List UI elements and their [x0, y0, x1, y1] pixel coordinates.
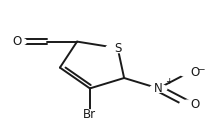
- Ellipse shape: [180, 69, 197, 77]
- Text: O: O: [190, 98, 200, 110]
- Ellipse shape: [106, 44, 129, 53]
- Ellipse shape: [150, 84, 167, 92]
- Ellipse shape: [77, 110, 103, 119]
- Text: Br: Br: [83, 108, 97, 121]
- Text: N: N: [154, 82, 163, 95]
- Text: −: −: [197, 64, 205, 73]
- Ellipse shape: [180, 100, 197, 108]
- Ellipse shape: [7, 38, 27, 45]
- Text: O: O: [12, 35, 22, 48]
- Text: +: +: [165, 77, 173, 86]
- Text: O: O: [190, 66, 200, 79]
- Text: S: S: [114, 42, 121, 55]
